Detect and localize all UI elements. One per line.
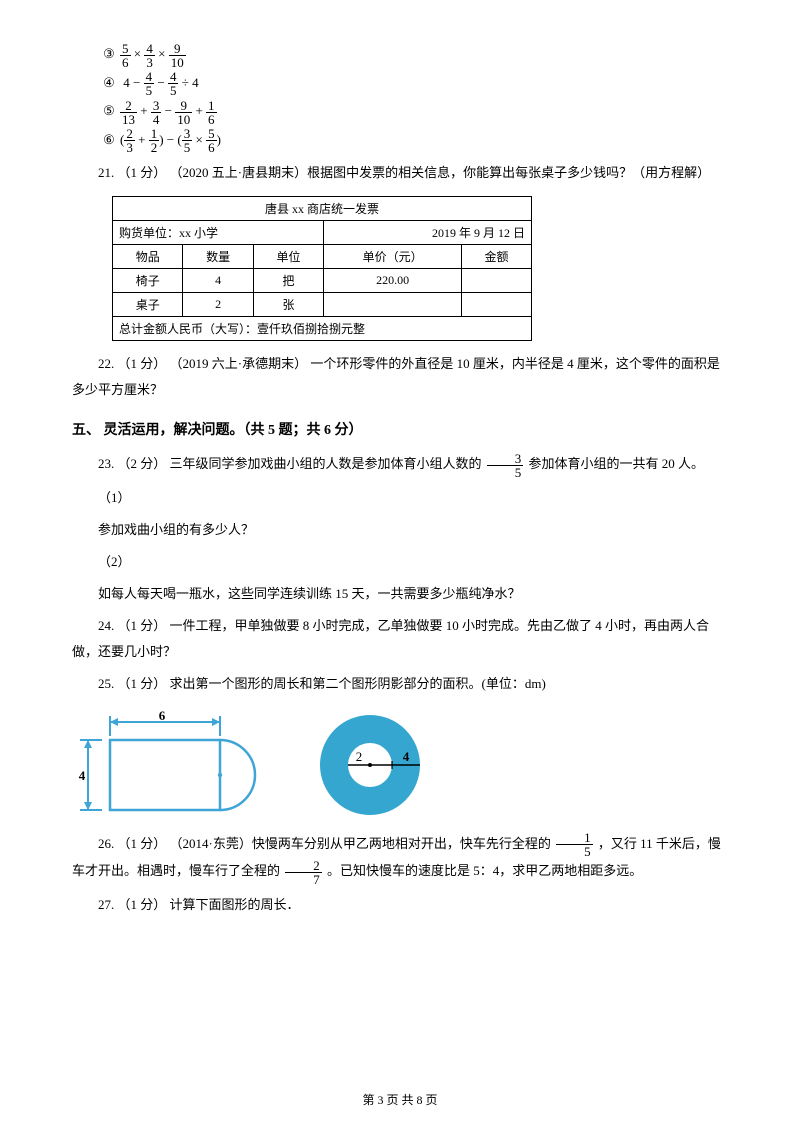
invoice-cell (324, 293, 462, 317)
fraction: 56 (120, 42, 131, 69)
svg-text:6: 6 (159, 710, 166, 723)
q22-text: 22. （1 分） （2019 六上·承德期末） 一个环形零件的外直径是 10 … (72, 351, 728, 403)
q23-text: 23. （2 分） 三年级同学参加戏曲小组的人数是参加体育小组人数的 3 5 参… (72, 451, 728, 479)
q23-p1-label: （1） (98, 485, 728, 511)
math-op: − (133, 75, 144, 90)
invoice-buyer: 购货单位：xx 小学 (113, 221, 324, 245)
math-marker: ⑥ (102, 126, 116, 155)
invoice-cell: 把 (253, 269, 323, 293)
q24-text: 24. （1 分） 一件工程，甲单独做要 8 小时完成，乙单独做要 10 小时完… (72, 613, 728, 665)
fraction: 43 (144, 42, 155, 69)
q23-p2-text: 如每人每天喝一瓶水，这些同学连续训练 15 天，一共需要多少瓶纯净水？ (98, 581, 728, 607)
math-line: ⑤213 + 34 − 910 + 16 (102, 97, 728, 126)
q23-p1-text: 参加戏曲小组的有多少人？ (98, 517, 728, 543)
math-op: × (155, 46, 169, 61)
math-marker: ④ (102, 69, 116, 98)
math-expr: (23 + 12) − (35 × 56) (120, 132, 221, 147)
math-marker: ⑤ (102, 97, 116, 126)
math-op: 4 (120, 75, 133, 90)
invoice-cell: 4 (183, 269, 253, 293)
q26-frac2: 2 7 (285, 859, 322, 886)
math-op: − (164, 132, 178, 147)
q21-text: 21. （1 分） （2020 五上·唐县期末）根据图中发票的相关信息，你能算出… (72, 160, 728, 186)
frac-den: 5 (487, 466, 524, 479)
math-op: + (135, 132, 149, 147)
math-op: ÷ (178, 75, 192, 90)
fraction: 23 (124, 127, 135, 154)
math-expr: 213 + 34 − 910 + 16 (120, 103, 217, 118)
svg-text:4: 4 (403, 749, 410, 764)
frac-num: 2 (285, 859, 322, 873)
figure-1: 64 (72, 710, 292, 820)
q26-frac1: 1 5 (556, 831, 593, 858)
math-marker: ③ (102, 40, 116, 69)
math-op: ) (217, 132, 221, 147)
invoice-cell (462, 269, 532, 293)
math-expr: 56 × 43 × 910 (120, 46, 186, 61)
q23-frac: 3 5 (487, 452, 524, 479)
frac-num: 1 (556, 831, 593, 845)
math-line: ⑥ (23 + 12) − (35 × 56) (102, 126, 728, 155)
math-op: + (192, 103, 206, 118)
math-op: − (161, 103, 175, 118)
fraction: 34 (151, 99, 162, 126)
invoice-cell: 椅子 (113, 269, 183, 293)
invoice-cell: 张 (253, 293, 323, 317)
math-expressions: ③56 × 43 × 910④ 4 − 45 − 45 ÷ 4 ⑤213 + 3… (102, 40, 728, 154)
frac-den: 7 (285, 873, 322, 886)
fraction: 45 (168, 70, 179, 97)
invoice-cell (462, 293, 532, 317)
q23-p2-label: （2） (98, 549, 728, 575)
q23-a: 23. （2 分） 三年级同学参加戏曲小组的人数是参加体育小组人数的 (98, 456, 485, 471)
invoice-title: 唐县 xx 商店统一发票 (113, 197, 532, 221)
math-op: × (131, 46, 145, 61)
invoice-col: 金额 (462, 245, 532, 269)
page-footer: 第 3 页 共 8 页 (0, 1091, 800, 1108)
invoice-cell: 桌子 (113, 293, 183, 317)
math-line: ④ 4 − 45 − 45 ÷ 4 (102, 69, 728, 98)
fraction: 35 (182, 127, 193, 154)
invoice-table-wrap: 唐县 xx 商店统一发票 购货单位：xx 小学 2019 年 9 月 12 日 … (112, 196, 728, 341)
frac-num: 3 (487, 452, 524, 466)
fraction: 56 (206, 127, 217, 154)
math-op: 4 (192, 75, 199, 90)
fraction: 910 (169, 42, 186, 69)
invoice-col: 单位 (253, 245, 323, 269)
invoice-col: 物品 (113, 245, 183, 269)
section-5-title: 五、 灵活运用，解决问题。（共 5 题；共 6 分） (72, 417, 728, 445)
frac-den: 5 (556, 845, 593, 858)
invoice-total: 总计金额人民币（大写）：壹仟玖佰捌拾捌元整 (113, 317, 532, 341)
q27-text: 27. （1 分） 计算下面图形的周长． (72, 892, 728, 918)
math-op: + (137, 103, 151, 118)
invoice-cell: 220.00 (324, 269, 462, 293)
fraction: 910 (175, 99, 192, 126)
q25-text: 25. （1 分） 求出第一个图形的周长和第二个图形阴影部分的面积。(单位：dm… (72, 671, 728, 697)
invoice-cell: 2 (183, 293, 253, 317)
svg-text:2: 2 (356, 749, 363, 764)
invoice-col: 单价（元） (324, 245, 462, 269)
q26-a: 26. （1 分） （2014·东莞）快慢两车分别从甲乙两地相对开出，快车先行全… (98, 836, 554, 851)
fraction: 12 (149, 127, 160, 154)
invoice-table: 唐县 xx 商店统一发票 购货单位：xx 小学 2019 年 9 月 12 日 … (112, 196, 532, 341)
figure-2: 24 (300, 705, 440, 825)
fraction: 45 (144, 70, 155, 97)
q26-c: 。已知快慢车的速度比是 5：4，求甲乙两地相距多远。 (327, 863, 642, 878)
figures-row: 64 24 (72, 705, 728, 825)
math-op: × (192, 132, 206, 147)
math-line: ③56 × 43 × 910 (102, 40, 728, 69)
invoice-date: 2019 年 9 月 12 日 (324, 221, 532, 245)
fraction: 16 (206, 99, 217, 126)
q23-b: 参加体育小组的一共有 20 人。 (529, 456, 705, 471)
svg-text:4: 4 (79, 768, 86, 783)
fraction: 213 (120, 99, 137, 126)
q26-text: 26. （1 分） （2014·东莞）快慢两车分别从甲乙两地相对开出，快车先行全… (72, 831, 728, 886)
math-op: − (154, 75, 168, 90)
invoice-col: 数量 (183, 245, 253, 269)
math-expr: 4 − 45 − 45 ÷ 4 (120, 75, 199, 90)
